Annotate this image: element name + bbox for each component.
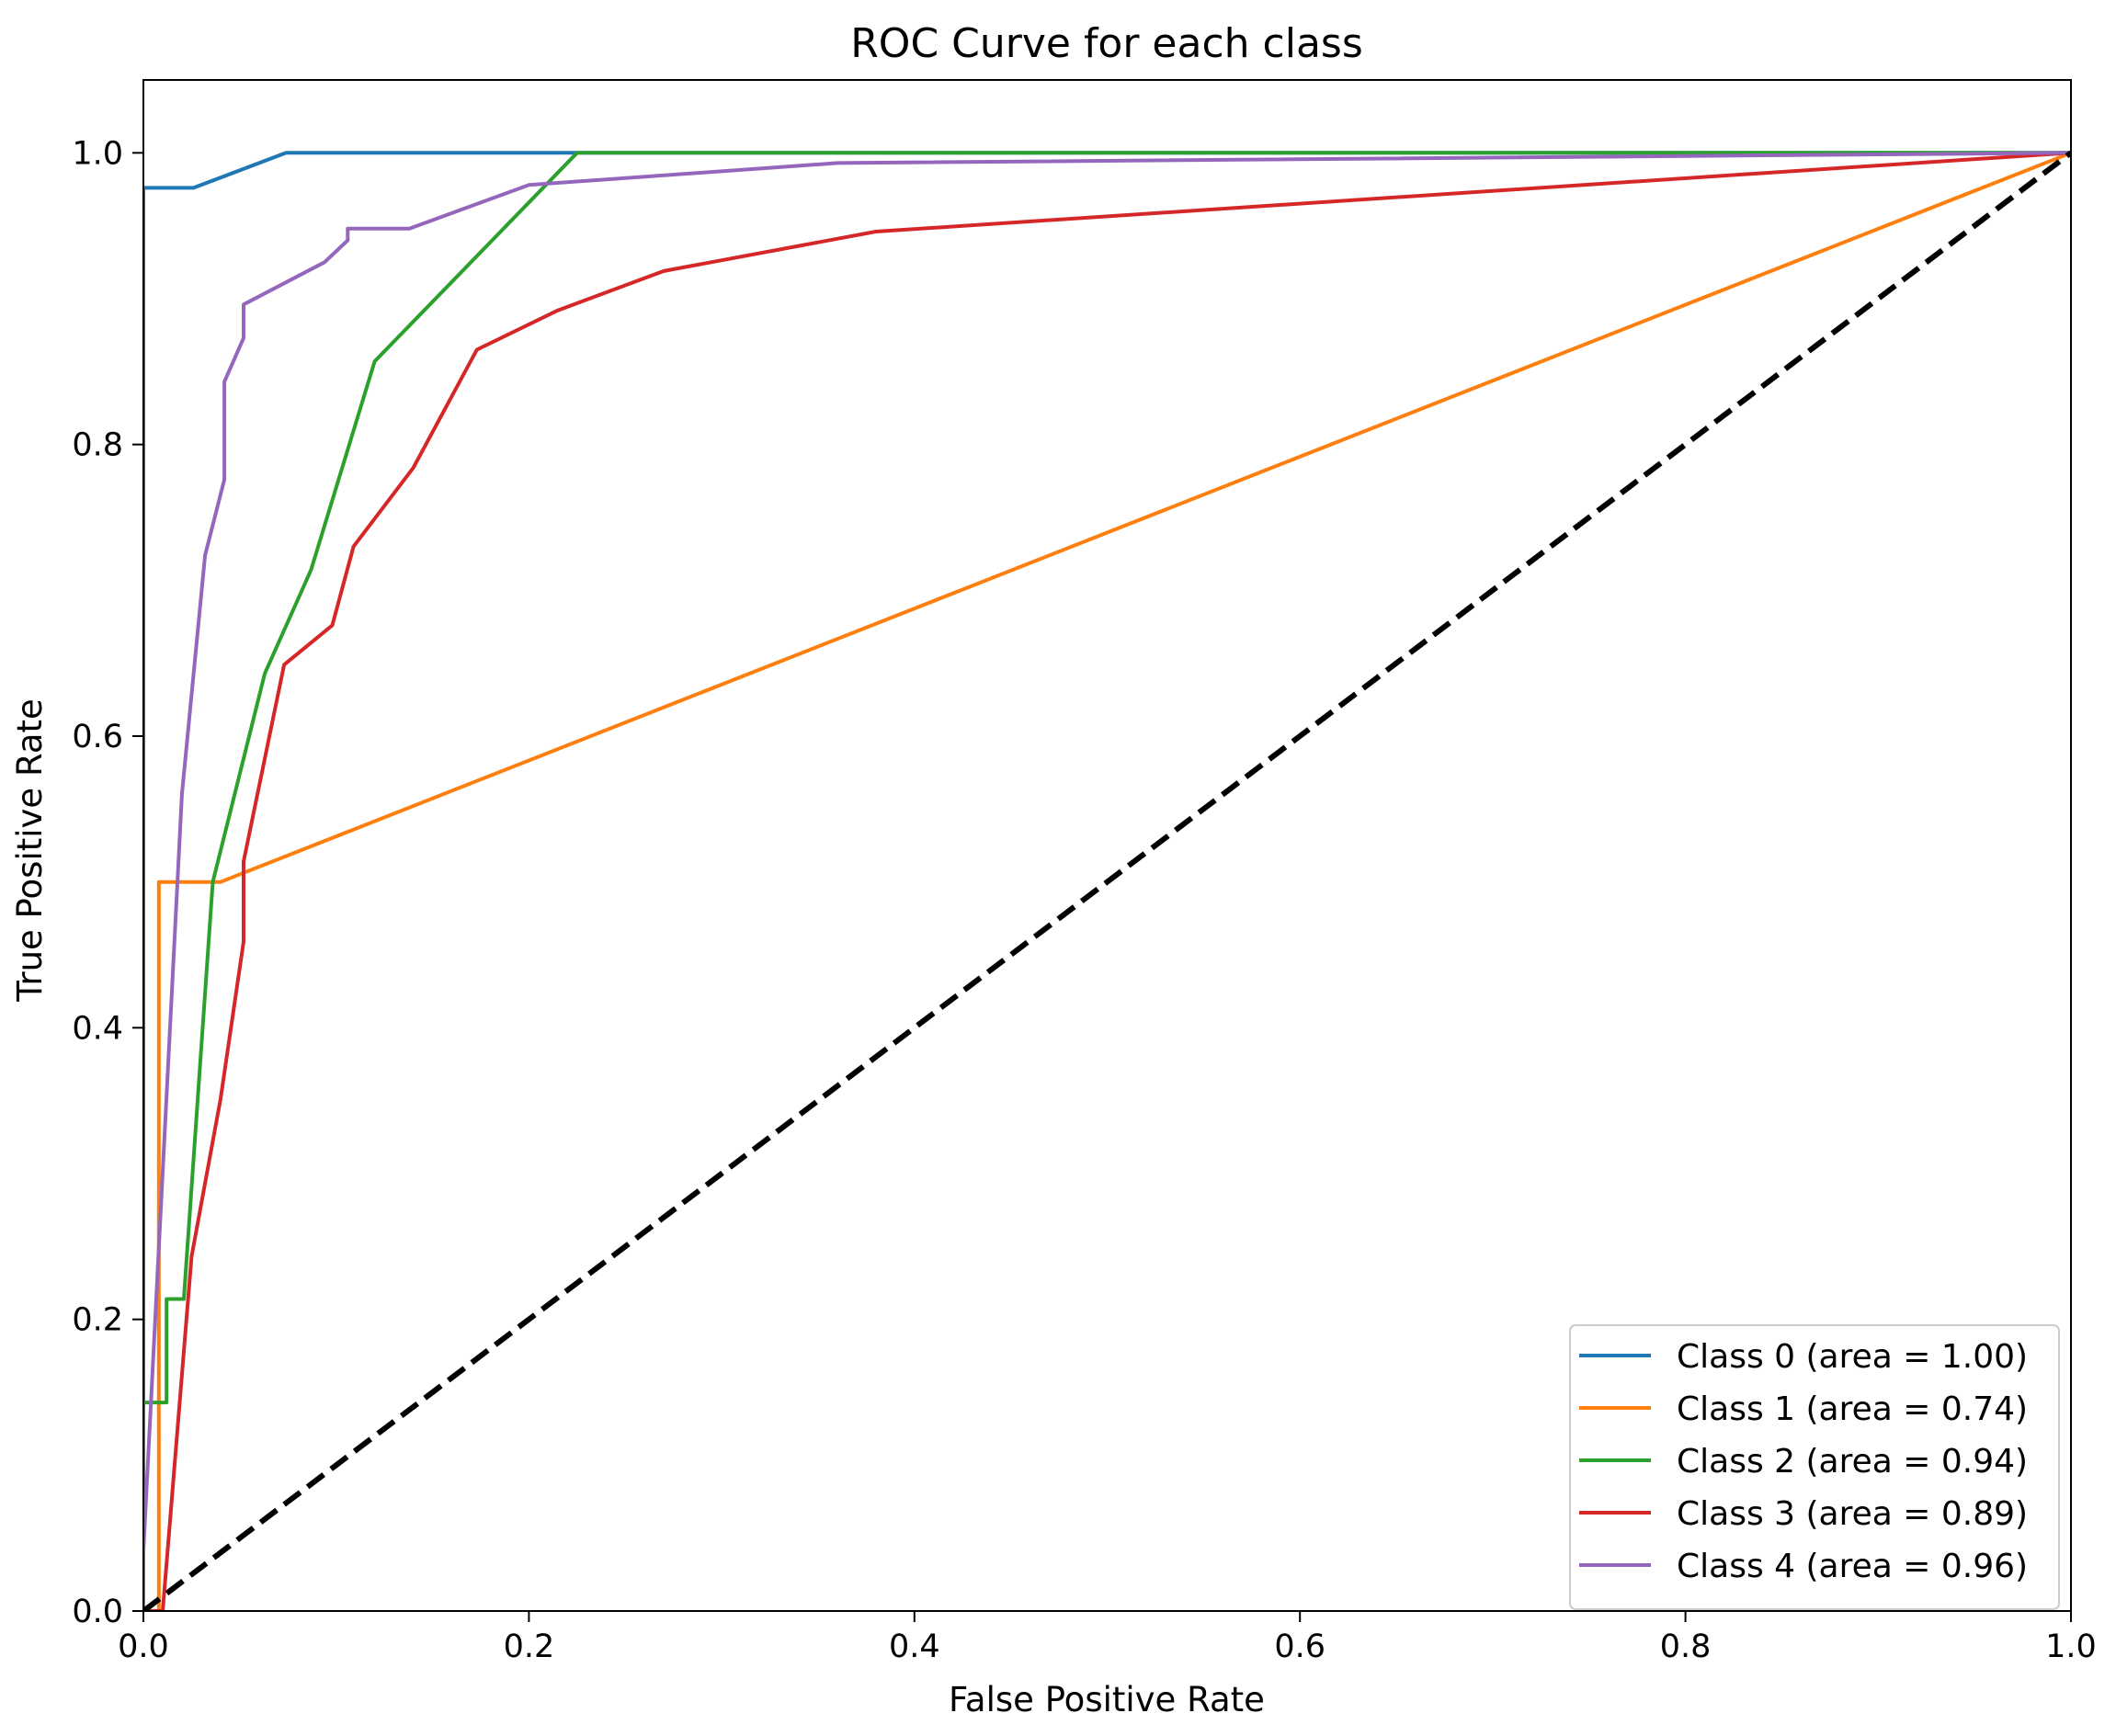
- y-tick-label: 0.4: [72, 1010, 123, 1047]
- legend-label: Class 2 (area = 0.94): [1677, 1443, 2028, 1481]
- series-line-class-3: [143, 151, 2071, 1611]
- legend: Class 0 (area = 1.00) Class 1 (area = 0.7…: [1569, 1324, 2060, 1610]
- chart-title: ROC Curve for each class: [850, 20, 1363, 67]
- x-tick-label: 0.6: [1274, 1628, 1325, 1665]
- chance-diagonal-line: [143, 150, 2071, 1611]
- series-line-class-1: [143, 151, 2071, 1611]
- x-axis-label: False Positive Rate: [949, 1680, 1265, 1719]
- legend-label: Class 1 (area = 0.74): [1677, 1390, 2028, 1428]
- y-tick-label: 0.2: [72, 1302, 123, 1339]
- x-tick-label: 0.0: [118, 1628, 169, 1665]
- y-axis: 0.0 0.2 0.4 0.6 0.8 1.0: [72, 135, 143, 1630]
- y-tick-label: 1.0: [72, 135, 123, 172]
- legend-label: Class 3 (area = 0.89): [1677, 1495, 2028, 1533]
- y-tick-label: 0.6: [72, 719, 123, 755]
- x-tick-label: 0.8: [1660, 1628, 1712, 1665]
- y-tick-label: 0.0: [72, 1594, 123, 1630]
- series-line-class-2: [143, 151, 2071, 1611]
- y-tick-label: 0.8: [72, 427, 123, 464]
- x-axis: 0.0 0.2 0.4 0.6 0.8 1.0: [118, 1611, 2097, 1665]
- legend-label: Class 4 (area = 0.96): [1677, 1548, 2028, 1585]
- y-axis-label: True Positive Rate: [10, 698, 50, 1003]
- legend-label: Class 0 (area = 1.00): [1677, 1338, 2028, 1376]
- legend-box: [1569, 1324, 2060, 1610]
- x-tick-label: 0.4: [889, 1628, 940, 1665]
- x-tick-label: 0.2: [504, 1628, 555, 1665]
- plot-frame: [142, 79, 2072, 1612]
- series-layer: [143, 150, 2071, 1611]
- x-tick-label: 1.0: [2045, 1628, 2097, 1665]
- series-line-class-4: [143, 151, 2071, 1611]
